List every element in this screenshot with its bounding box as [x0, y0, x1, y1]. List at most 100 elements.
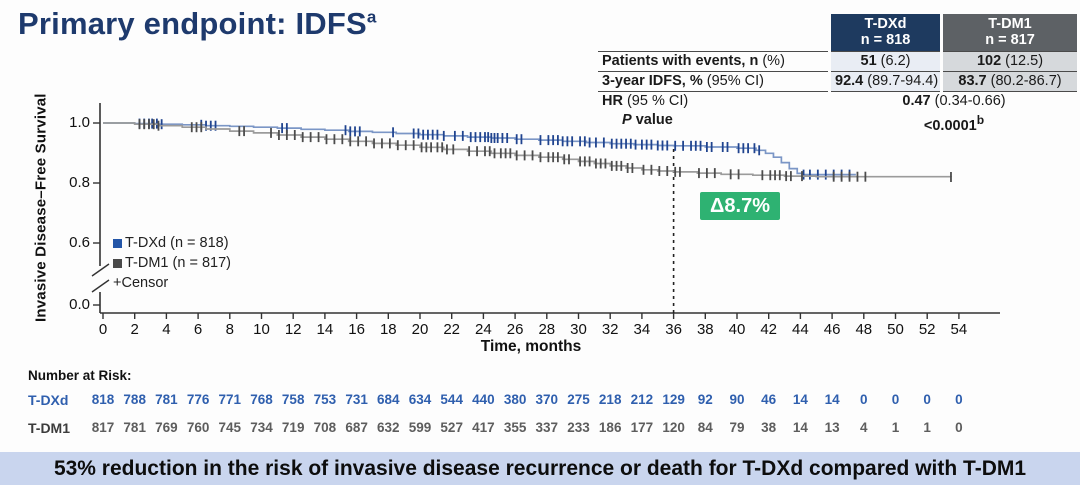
row-hr-label: HR (95 % CI): [598, 92, 828, 111]
row-events-tdxd-value: 51 (6.2): [831, 52, 940, 72]
x-tick-label: 38: [696, 321, 714, 338]
x-tick-label: 42: [760, 321, 778, 338]
page-title-footnote-marker: a: [366, 7, 377, 27]
hr-ci: (0.34-0.66): [930, 93, 1006, 109]
risk-value-tdm1: 769: [155, 420, 178, 435]
risk-value-tdm1: 527: [440, 420, 463, 435]
number-at-risk-title: Number at Risk:: [28, 368, 132, 383]
risk-value-tdm1: 79: [729, 420, 745, 435]
x-tick-label: 26: [506, 321, 524, 338]
x-tick-label: 18: [379, 321, 397, 338]
hr-value: 0.47: [902, 93, 931, 109]
row-idfs-tdxd-value: 92.4 (89.7-94.4): [831, 72, 940, 92]
risk-value-tdxd: 92: [697, 392, 713, 407]
tdm1-swatch-icon: [113, 258, 122, 268]
pvalue-value: <0.0001: [923, 117, 977, 134]
x-tick-label: 14: [316, 321, 334, 338]
x-tick-label: 52: [918, 321, 936, 338]
risk-value-tdxd: 684: [377, 392, 400, 407]
events-tdxd-n: 51: [860, 53, 877, 69]
x-tick-label: 12: [284, 321, 302, 338]
results-summary-table: T-DXd n = 818 T-DM1 n = 817 Patients wit…: [598, 14, 1077, 136]
y-tick-label: 0.8: [69, 174, 90, 191]
risk-value-tdxd: 776: [186, 392, 210, 407]
risk-value-tdxd: 771: [218, 392, 242, 407]
risk-value-tdm1: 177: [630, 420, 654, 435]
row-idfs-label-strong: 3-year IDFS, %: [602, 73, 703, 89]
y-tick-label: 0.6: [69, 234, 90, 251]
km-curve-tdxd: [103, 122, 856, 176]
risk-value-tdm1: 708: [313, 420, 337, 435]
risk-value-tdm1: 4: [860, 420, 868, 435]
pvalue-label-rest: value: [631, 112, 673, 128]
row-idfs-label-rest: (95% CI): [702, 73, 764, 89]
events-tdm1-pct: (12.5): [1001, 53, 1044, 69]
x-axis-title: Time, months: [480, 338, 582, 355]
risk-value-tdm1: 745: [218, 420, 242, 435]
tdxd-column-name: T-DXd: [864, 16, 907, 32]
y-axis-title: Invasive Disease–Free Survival: [32, 93, 50, 323]
x-tick-label: 50: [887, 321, 904, 338]
legend-item-censor: +Censor: [113, 273, 231, 293]
table-header-tdxd: T-DXd n = 818: [831, 14, 940, 52]
risk-value-tdm1: 233: [567, 420, 590, 435]
risk-value-tdxd: 781: [155, 392, 178, 407]
risk-value-tdxd: 544: [440, 392, 463, 407]
risk-value-tdm1: 186: [598, 420, 622, 435]
table-header-empty-cell: [598, 14, 828, 52]
x-tick-label: 44: [792, 321, 809, 338]
risk-value-tdxd: 0: [955, 392, 963, 407]
chart-legend: T-DXd (n = 818) T-DM1 (n = 817) +Censor: [113, 233, 231, 293]
events-tdm1-n: 102: [976, 53, 1002, 69]
legend-tdxd-label: T-DXd (n = 818): [125, 235, 229, 251]
risk-value-tdm1: 14: [792, 420, 808, 435]
idfs-tdxd-rate: 92.4: [835, 73, 864, 89]
risk-value-tdm1: 781: [123, 420, 146, 435]
x-tick-label: 40: [728, 321, 746, 338]
x-tick-label: 34: [633, 321, 651, 338]
risk-value-tdxd: 380: [503, 392, 527, 407]
legend-item-tdm1: T-DM1 (n = 817): [113, 253, 231, 273]
x-tick-label: 8: [225, 321, 234, 338]
events-tdxd-pct: (6.2): [876, 53, 911, 69]
page-title: Primary endpoint: IDFSa: [18, 6, 377, 42]
row-events-label-strong: Patients with events, n: [602, 53, 759, 69]
tdm1-column-n: n = 817: [985, 32, 1035, 48]
pvalue-footnote-marker: b: [976, 113, 985, 127]
row-hr-value: 0.47 (0.34-0.66): [831, 92, 1077, 111]
risk-value-tdxd: 275: [567, 392, 590, 407]
x-tick-label: 28: [538, 321, 556, 338]
x-tick-label: 16: [348, 321, 365, 338]
risk-value-tdxd: 818: [91, 392, 115, 407]
x-tick-label: 22: [443, 321, 461, 338]
risk-value-tdm1: 599: [408, 420, 432, 435]
idfs-tdxd-ci: (89.7-94.4): [863, 73, 939, 89]
risk-value-tdm1: 817: [91, 420, 115, 435]
risk-value-tdm1: 120: [662, 420, 685, 435]
x-tick-label: 4: [162, 321, 171, 338]
x-tick-label: 10: [253, 321, 270, 338]
risk-value-tdm1: 632: [377, 420, 400, 435]
risk-value-tdm1: 1: [891, 420, 900, 435]
risk-value-tdxd: 14: [824, 392, 840, 407]
key-takeaway-banner: 53% reduction in the risk of invasive di…: [0, 452, 1080, 485]
legend-item-tdxd: T-DXd (n = 818): [113, 233, 231, 253]
risk-value-tdm1: 417: [472, 420, 495, 435]
y-tick-label: 0.0: [69, 296, 90, 313]
risk-value-tdxd: 0: [891, 392, 900, 407]
risk-value-tdm1: 734: [250, 420, 273, 435]
delta-annotation-badge: Δ8.7%: [700, 192, 780, 220]
risk-value-tdxd: 0: [923, 392, 931, 407]
risk-value-tdxd: 758: [281, 392, 305, 407]
risk-value-tdxd: 0: [860, 392, 868, 407]
risk-value-tdm1: 1: [923, 420, 931, 435]
tdxd-swatch-icon: [113, 238, 122, 248]
risk-value-tdxd: 218: [598, 392, 622, 407]
row-idfs-label: 3-year IDFS, % (95% CI): [598, 72, 828, 92]
row-pvalue-value: <0.0001b: [831, 111, 1077, 136]
x-tick-label: 24: [475, 321, 492, 338]
risk-value-tdm1: 687: [345, 420, 368, 435]
idfs-tdm1-ci: (80.2-86.7): [986, 73, 1062, 89]
risk-value-tdm1: 760: [186, 420, 210, 435]
risk-value-tdm1: 0: [955, 420, 963, 435]
